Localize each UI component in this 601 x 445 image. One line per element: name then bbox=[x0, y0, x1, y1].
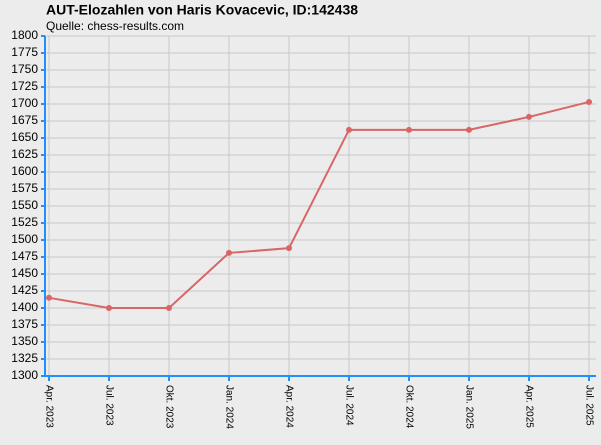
y-tick-label: 1800 bbox=[11, 28, 38, 42]
y-tick-label: 1475 bbox=[11, 249, 38, 263]
x-tick-label: Jul. 2024 bbox=[343, 385, 354, 426]
x-tick-label: Okt. 2023 bbox=[163, 385, 174, 429]
data-point bbox=[406, 126, 412, 133]
y-tick-label: 1525 bbox=[11, 215, 38, 229]
y-tick-label: 1550 bbox=[11, 198, 38, 212]
data-line bbox=[48, 100, 590, 309]
data-point bbox=[106, 305, 112, 311]
y-tick-label: 1575 bbox=[11, 181, 38, 195]
y-tick-label: 1725 bbox=[11, 79, 38, 93]
y-tick-label: 1375 bbox=[11, 317, 38, 331]
chart-subtitle: Quelle: chess-results.com bbox=[46, 19, 184, 33]
y-tick-label: 1750 bbox=[11, 62, 38, 76]
y-tick-label: 1450 bbox=[11, 266, 38, 280]
x-tick-label: Okt. 2024 bbox=[403, 385, 414, 429]
chart-title: AUT-Elozahlen von Haris Kovacevic, ID:14… bbox=[46, 2, 358, 18]
data-point bbox=[166, 305, 172, 311]
x-tick-label: Apr. 2023 bbox=[43, 385, 54, 428]
x-tick-label: Jul. 2025 bbox=[583, 385, 594, 426]
x-tick-label: Jan. 2024 bbox=[223, 385, 234, 429]
y-tick-label: 1675 bbox=[11, 113, 38, 127]
y-tick-label: 1650 bbox=[11, 130, 38, 144]
x-tick-label: Jul. 2023 bbox=[103, 385, 114, 426]
y-tick-label: 1400 bbox=[11, 300, 38, 314]
data-point bbox=[286, 245, 292, 252]
data-point bbox=[586, 98, 592, 105]
y-tick-label: 1775 bbox=[11, 45, 38, 59]
x-tick-label: Apr. 2025 bbox=[523, 385, 534, 428]
data-point bbox=[46, 294, 52, 301]
x-tick-label: Jan. 2025 bbox=[463, 385, 474, 429]
data-point bbox=[466, 126, 472, 133]
y-tick-label: 1425 bbox=[11, 283, 38, 297]
y-tick-label: 1600 bbox=[11, 164, 38, 178]
y-tick-label: 1700 bbox=[11, 96, 38, 110]
y-tick-label: 1500 bbox=[11, 232, 38, 246]
data-point bbox=[526, 113, 532, 120]
data-point bbox=[346, 126, 352, 133]
data-point bbox=[226, 249, 232, 256]
y-tick-label: 1350 bbox=[11, 334, 38, 348]
x-tick-label: Apr. 2024 bbox=[283, 385, 294, 428]
y-tick-label: 1300 bbox=[11, 368, 38, 382]
y-tick-label: 1625 bbox=[11, 147, 38, 161]
y-tick-label: 1325 bbox=[11, 351, 38, 365]
